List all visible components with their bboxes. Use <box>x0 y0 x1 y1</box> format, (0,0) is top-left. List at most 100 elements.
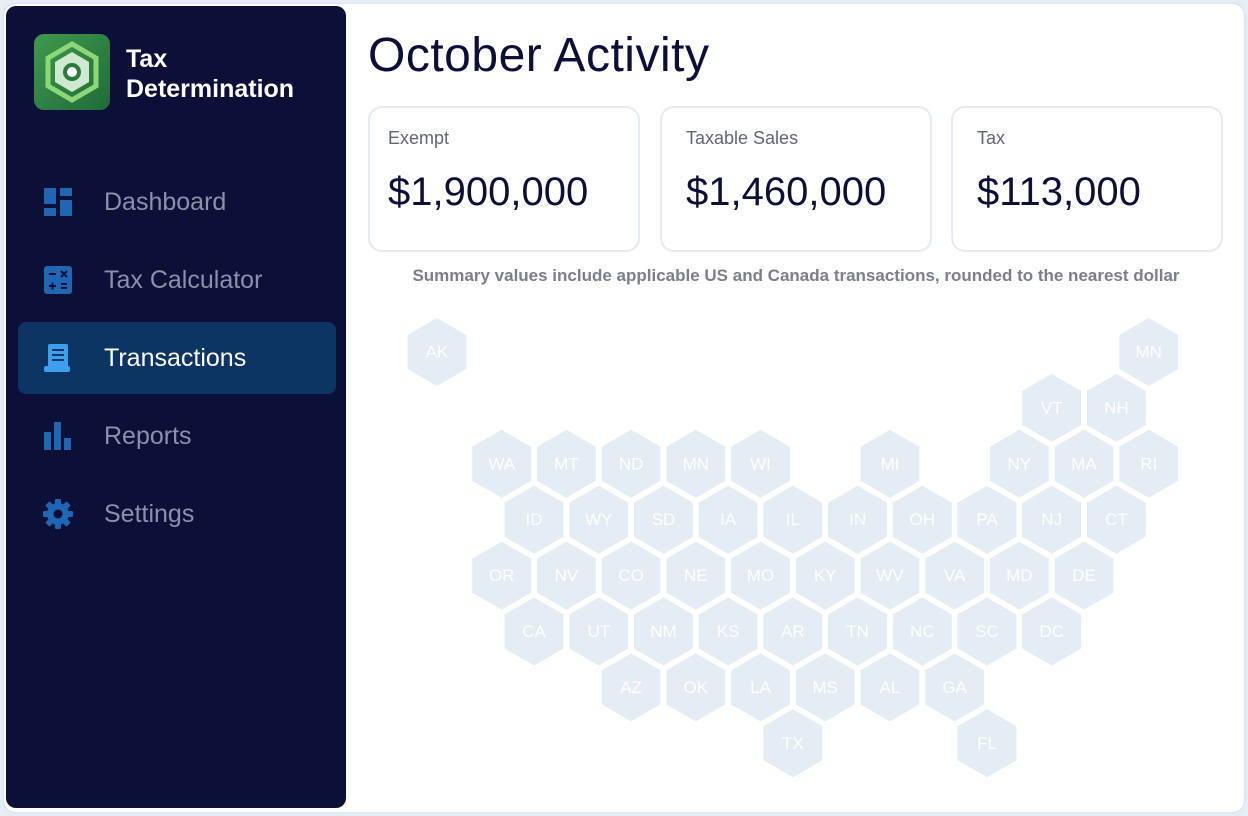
state-hex-label: CA <box>522 622 546 641</box>
state-hex-ga[interactable]: GA <box>925 653 984 722</box>
state-hex-label: NE <box>684 566 708 585</box>
state-hex-ct[interactable]: CT <box>1086 485 1146 554</box>
state-hex-shape <box>1022 485 1082 554</box>
state-hex-de[interactable]: DE <box>1054 541 1114 610</box>
state-hex-label: MS <box>812 678 838 697</box>
page-title: October Activity <box>368 29 710 82</box>
gear-icon <box>43 499 73 529</box>
state-hex-shape <box>472 429 532 498</box>
sidebar-item-tax-calculator[interactable]: Tax Calculator <box>18 244 336 316</box>
state-hex-mt[interactable]: MT <box>537 429 596 498</box>
state-hex-sc[interactable]: SC <box>957 597 1017 666</box>
state-hex-mn[interactable]: MN <box>666 429 726 498</box>
state-hex-ri[interactable]: RI <box>1119 429 1179 498</box>
state-hex-pa[interactable]: PA <box>957 485 1017 554</box>
state-hex-shape <box>795 541 855 610</box>
state-hex-ut[interactable]: UT <box>569 597 629 666</box>
bar-chart-icon <box>44 422 71 450</box>
state-hex-ks[interactable]: KS <box>698 597 758 666</box>
state-hex-shape <box>1119 318 1179 386</box>
state-hex-md[interactable]: MD <box>989 541 1049 610</box>
state-hex-label: NY <box>1007 454 1031 473</box>
state-hex-ny[interactable]: NY <box>989 429 1049 498</box>
sidebar-item-dashboard[interactable]: Dashboard <box>18 166 336 238</box>
state-hex-shape <box>1054 541 1114 610</box>
state-hex-shape <box>828 485 887 554</box>
state-hex-id[interactable]: ID <box>504 485 564 554</box>
sidebar-item-reports[interactable]: Reports <box>18 400 336 472</box>
state-hex-tx[interactable]: TX <box>763 709 823 778</box>
state-hex-nm[interactable]: NM <box>634 597 693 666</box>
state-hex-label: IN <box>849 510 866 529</box>
state-hex-co[interactable]: CO <box>601 541 661 610</box>
state-hex-il[interactable]: IL <box>763 485 823 554</box>
state-hex-shape <box>925 653 984 722</box>
state-hex-vt[interactable]: VT <box>1022 373 1082 442</box>
state-hex-nc[interactable]: NC <box>892 597 952 666</box>
state-hex-label: OK <box>684 678 709 697</box>
state-hex-in[interactable]: IN <box>828 485 887 554</box>
state-hex-mi[interactable]: MI <box>860 429 920 498</box>
state-hex-shape <box>795 653 855 722</box>
state-hex-dc[interactable]: DC <box>1022 597 1082 666</box>
state-hex-nd[interactable]: ND <box>601 429 661 498</box>
state-hex-label: NV <box>555 566 579 585</box>
state-hex-mo[interactable]: MO <box>731 541 790 610</box>
card-value: $113,000 <box>977 170 1141 214</box>
state-hex-wa[interactable]: WA <box>472 429 532 498</box>
state-hex-shape <box>860 429 920 498</box>
state-hex-label: MN <box>1135 343 1161 362</box>
state-hex-shape <box>634 597 693 666</box>
state-hex-nh[interactable]: NH <box>1086 373 1146 442</box>
sidebar: Tax Determination Dashboard Tax Calculat… <box>6 6 346 808</box>
state-hex-tn[interactable]: TN <box>828 597 887 666</box>
sidebar-item-settings[interactable]: Settings <box>18 478 336 550</box>
state-hex-ma[interactable]: MA <box>1054 429 1114 498</box>
state-hex-shape <box>763 597 823 666</box>
state-hex-fl[interactable]: FL <box>957 709 1017 778</box>
state-hex-label: NJ <box>1041 510 1062 529</box>
state-hex-oh[interactable]: OH <box>892 485 952 554</box>
state-hex-label: NH <box>1104 398 1129 417</box>
state-hex-wy[interactable]: WY <box>569 485 629 554</box>
state-hex-label: IA <box>720 510 737 529</box>
state-hex-sd[interactable]: SD <box>634 485 693 554</box>
state-hex-shape <box>569 485 629 554</box>
state-hex-or[interactable]: OR <box>472 541 532 610</box>
state-hex-label: ND <box>619 454 644 473</box>
state-hex-shape <box>989 541 1049 610</box>
state-hex-az[interactable]: AZ <box>601 653 661 722</box>
state-hex-ia[interactable]: IA <box>698 485 758 554</box>
state-hex-shape <box>763 709 823 778</box>
state-hex-wv[interactable]: WV <box>860 541 920 610</box>
card-label: Taxable Sales <box>686 128 799 148</box>
state-hex-al[interactable]: AL <box>860 653 920 722</box>
sidebar-item-transactions[interactable]: Transactions <box>18 322 336 394</box>
state-hex-wi[interactable]: WI <box>731 429 790 498</box>
state-hex-label: GA <box>942 678 967 697</box>
state-hex-ca[interactable]: CA <box>504 597 564 666</box>
state-hex-label: AK <box>426 343 449 362</box>
state-hex-la[interactable]: LA <box>731 653 790 722</box>
sidebar-item-label: Tax Calculator <box>104 266 263 294</box>
sidebar-item-label: Settings <box>104 500 195 528</box>
card-value: $1,900,000 <box>388 170 589 214</box>
state-hex-shape <box>1119 429 1179 498</box>
summary-card-taxable-sales: Taxable Sales $1,460,000 <box>660 106 932 252</box>
state-hex-va[interactable]: VA <box>925 541 984 610</box>
state-hex-mn[interactable]: MN <box>1119 318 1179 386</box>
state-hex-ky[interactable]: KY <box>795 541 855 610</box>
state-hex-shape <box>601 429 661 498</box>
state-hex-ok[interactable]: OK <box>666 653 726 722</box>
state-hex-nv[interactable]: NV <box>537 541 596 610</box>
state-hex-nj[interactable]: NJ <box>1022 485 1082 554</box>
state-hex-ar[interactable]: AR <box>763 597 823 666</box>
state-hex-ak[interactable]: AK <box>407 318 467 386</box>
state-hex-shape <box>860 653 920 722</box>
state-hex-label: OH <box>910 510 936 529</box>
state-hex-ne[interactable]: NE <box>666 541 726 610</box>
state-hex-label: VT <box>1041 398 1063 417</box>
state-hex-ms[interactable]: MS <box>795 653 855 722</box>
state-hex-shape <box>957 709 1017 778</box>
state-hex-shape <box>892 485 952 554</box>
